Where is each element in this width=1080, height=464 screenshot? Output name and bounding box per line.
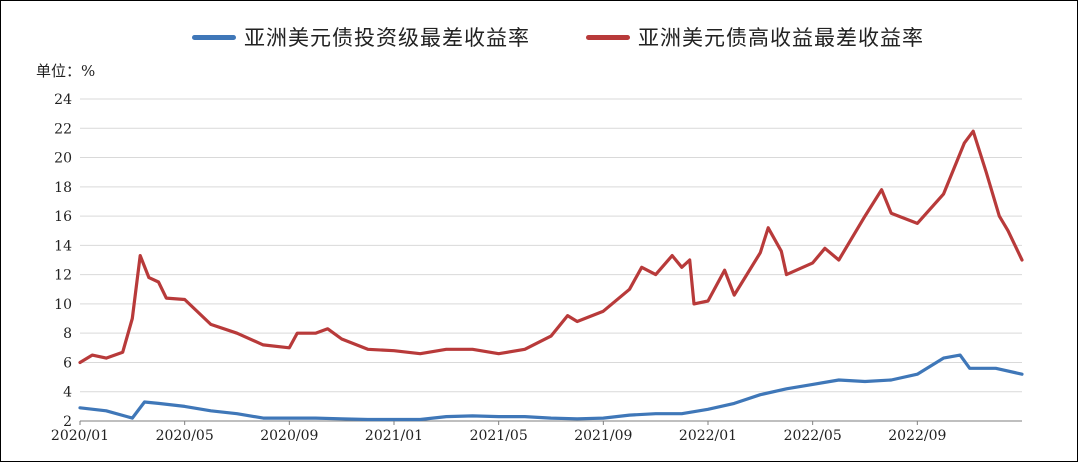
y-tick-label-20: 20	[54, 151, 72, 167]
x-tick-label-8: 2022/09	[888, 428, 946, 444]
x-tick-label-6: 2022/01	[679, 428, 737, 444]
y-tick-label-24: 24	[54, 92, 72, 108]
legend-item-investment-grade: 亚洲美元债投资级最差收益率	[192, 22, 530, 52]
legend-label-high-yield: 亚洲美元债高收益最差收益率	[638, 26, 924, 50]
y-tick-label-14: 14	[54, 238, 72, 254]
y-axis-unit-label: 单位：%	[36, 62, 96, 80]
y-tick-label-16: 16	[54, 209, 72, 225]
legend-swatch-high-yield	[586, 34, 630, 40]
y-tick-label-4: 4	[63, 385, 72, 401]
x-tick-label-0: 2020/01	[51, 428, 109, 444]
y-tick-label-22: 22	[54, 121, 72, 137]
y-tick-label-12: 12	[54, 268, 72, 284]
y-tick-label-6: 6	[63, 355, 72, 371]
x-tick-label-7: 2022/05	[784, 428, 842, 444]
y-tick-label-8: 8	[63, 326, 72, 342]
x-tick-label-3: 2021/01	[365, 428, 423, 444]
series-line-high-yield	[78, 129, 1024, 365]
x-tick-label-4: 2021/05	[470, 428, 528, 444]
legend: 亚洲美元债投资级最差收益率 亚洲美元债高收益最差收益率	[0, 22, 1080, 52]
x-tick-label-2: 2020/09	[260, 428, 318, 444]
series-line-investment-grade	[78, 353, 1024, 422]
y-tick-label-2: 2	[63, 414, 72, 430]
legend-label-investment-grade: 亚洲美元债投资级最差收益率	[244, 26, 530, 50]
x-tick-label-5: 2021/09	[574, 428, 632, 444]
legend-swatch-investment-grade	[192, 34, 236, 40]
x-tick-label-1: 2020/05	[156, 428, 214, 444]
y-tick-label-18: 18	[54, 180, 72, 196]
y-tick-label-10: 10	[54, 297, 72, 313]
legend-item-high-yield: 亚洲美元债高收益最差收益率	[586, 22, 924, 52]
